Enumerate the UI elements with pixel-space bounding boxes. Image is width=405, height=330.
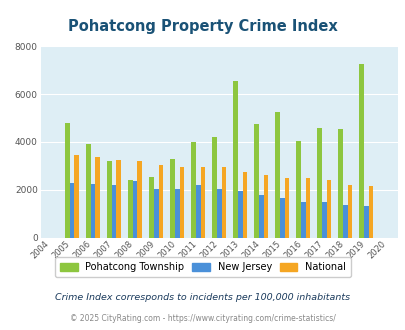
Text: © 2025 CityRating.com - https://www.cityrating.com/crime-statistics/: © 2025 CityRating.com - https://www.city… <box>70 314 335 323</box>
Bar <box>170 159 175 238</box>
Bar <box>242 172 247 238</box>
Text: Pohatcong Property Crime Index: Pohatcong Property Crime Index <box>68 19 337 34</box>
Bar <box>95 157 100 238</box>
Bar <box>300 202 305 238</box>
Bar <box>342 205 347 238</box>
Bar <box>296 141 300 238</box>
Bar <box>368 186 372 238</box>
Bar <box>116 160 121 238</box>
Legend: Pohatcong Township, New Jersey, National: Pohatcong Township, New Jersey, National <box>55 257 350 277</box>
Bar <box>86 144 91 238</box>
Bar <box>338 129 342 238</box>
Bar <box>326 180 330 238</box>
Bar <box>179 167 184 238</box>
Bar <box>196 185 200 238</box>
Bar <box>258 194 263 238</box>
Bar <box>358 64 363 238</box>
Bar <box>275 112 279 238</box>
Bar <box>200 167 205 238</box>
Bar <box>74 155 79 238</box>
Bar <box>305 178 309 238</box>
Bar <box>321 202 326 238</box>
Bar <box>263 176 268 238</box>
Bar <box>216 188 221 238</box>
Text: Crime Index corresponds to incidents per 100,000 inhabitants: Crime Index corresponds to incidents per… <box>55 292 350 302</box>
Bar <box>317 127 321 238</box>
Bar <box>107 161 111 238</box>
Bar <box>254 124 258 238</box>
Bar <box>175 188 179 238</box>
Bar <box>363 207 368 238</box>
Bar <box>233 81 237 238</box>
Bar <box>212 137 216 238</box>
Bar <box>221 167 226 238</box>
Bar <box>191 142 196 238</box>
Bar <box>237 191 242 238</box>
Bar <box>284 178 288 238</box>
Bar <box>70 182 74 238</box>
Bar <box>153 188 158 238</box>
Bar <box>158 165 163 238</box>
Bar <box>128 180 132 238</box>
Bar <box>347 185 352 238</box>
Bar <box>111 185 116 238</box>
Bar <box>91 184 95 238</box>
Bar <box>137 161 142 238</box>
Bar <box>132 182 137 238</box>
Bar <box>279 198 284 238</box>
Bar <box>65 123 70 238</box>
Bar <box>149 177 153 238</box>
